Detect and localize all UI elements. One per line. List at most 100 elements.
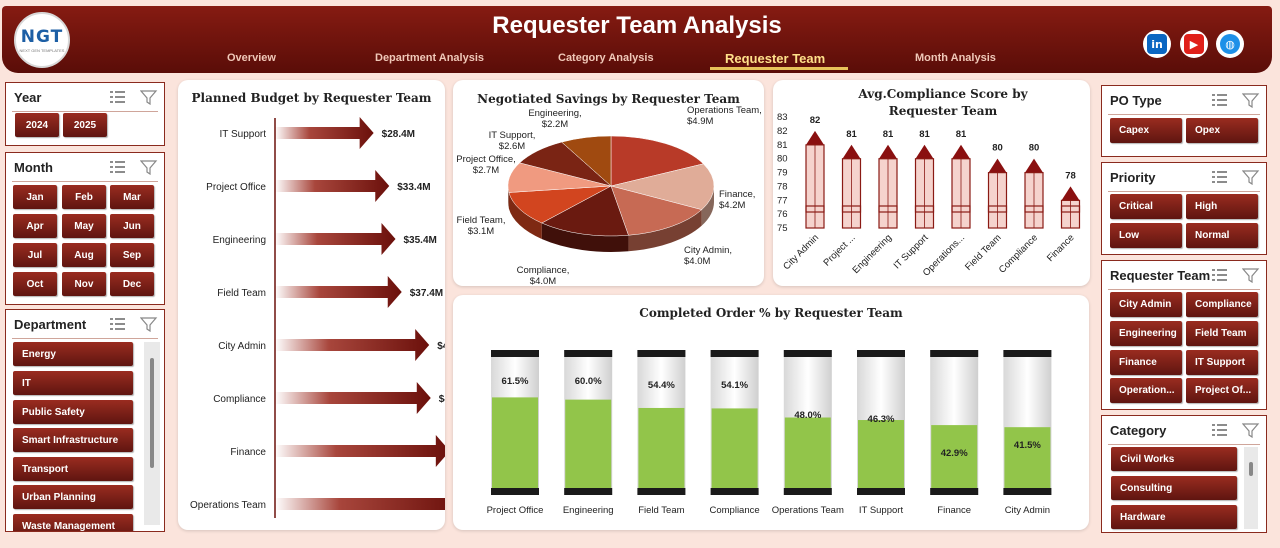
slicer-item[interactable]: Mar — [110, 185, 154, 209]
slicer-item[interactable]: Engineering — [1110, 321, 1182, 346]
slicer-item[interactable]: 2024 — [15, 113, 59, 137]
slicer-item[interactable]: Consulting — [1111, 476, 1237, 500]
globe-button[interactable]: ◍ — [1216, 30, 1244, 58]
slicer-scrollbar[interactable] — [1244, 447, 1258, 529]
multi-select-icon[interactable] — [1210, 92, 1228, 108]
nav-requester-team[interactable]: Requester Team — [725, 51, 826, 66]
slicer-item[interactable]: High — [1186, 194, 1258, 219]
multi-select-icon[interactable] — [108, 89, 126, 105]
nav-department-analysis[interactable]: Department Analysis — [375, 52, 485, 64]
completed-bar — [784, 417, 831, 489]
multi-select-icon[interactable] — [108, 159, 126, 175]
slicer-item[interactable]: Compliance — [1186, 292, 1258, 317]
multi-select-icon[interactable] — [1210, 169, 1228, 185]
budget-data-label: $33.4M — [397, 182, 430, 193]
pie-label-line: Compliance, — [517, 265, 570, 276]
pie-slice-side — [541, 223, 629, 252]
slicer-item[interactable]: Energy — [13, 342, 133, 366]
budget-category-label: Project Office — [206, 182, 266, 193]
slicer-item[interactable]: Jan — [13, 185, 57, 209]
compliance-ytick: 79 — [777, 168, 788, 179]
multi-select-icon[interactable] — [1210, 422, 1228, 438]
chart-title: Negotiated Savings by Requester Team — [477, 92, 740, 106]
chart-title: Completed Order % by Requester Team — [639, 306, 903, 320]
slicer-item[interactable]: Sep — [110, 243, 154, 267]
battery-cap-bottom — [1003, 488, 1052, 495]
linkedin-button[interactable]: in — [1143, 30, 1171, 58]
slicer-divider — [1108, 444, 1260, 445]
pie-data-label: City Admin, $4.0M — [684, 245, 732, 267]
slicer-item[interactable]: Opex — [1186, 118, 1258, 143]
scrollbar-thumb[interactable] — [150, 358, 154, 468]
slicer-item[interactable]: Feb — [62, 185, 106, 209]
slicer-item[interactable]: Field Team — [1186, 321, 1258, 346]
slicer-item[interactable]: Waste Management — [13, 514, 133, 531]
compliance-category-label: Engineering — [850, 232, 894, 276]
slicer-item[interactable]: Capex — [1110, 118, 1182, 143]
budget-data-label: $46.2M — [437, 341, 445, 352]
slicer-item[interactable]: Smart Infrastructure — [13, 428, 133, 452]
budget-category-label: Field Team — [217, 288, 266, 299]
slicer-item[interactable]: Oct — [13, 272, 57, 296]
completed-data-label: 61.5% — [502, 376, 529, 387]
slicer-item[interactable]: Jun — [110, 214, 154, 238]
slicer-item[interactable]: Public Safety — [13, 400, 133, 424]
clear-filter-icon[interactable] — [140, 89, 158, 105]
slicer-item[interactable]: Finance — [1110, 350, 1182, 375]
clear-filter-icon[interactable] — [1242, 92, 1260, 108]
slicer-item[interactable]: Hardware — [1111, 505, 1237, 529]
nav-category-analysis[interactable]: Category Analysis — [558, 52, 654, 64]
completed-data-label: 54.4% — [648, 380, 675, 391]
clear-filter-icon[interactable] — [1242, 267, 1260, 283]
slicer-item[interactable]: IT Support — [1186, 350, 1258, 375]
multi-select-icon[interactable] — [108, 316, 126, 332]
pie-label-line: City Admin, — [684, 245, 732, 256]
slicer-item[interactable]: Apr — [13, 214, 57, 238]
compliance-category-label: City Admin — [781, 232, 821, 272]
completed-category-label: Project Office — [487, 505, 544, 516]
scrollbar-thumb[interactable] — [1249, 462, 1253, 476]
budget-bar — [275, 276, 402, 308]
slicer-item[interactable]: 2025 — [63, 113, 107, 137]
slicer-item[interactable]: City Admin — [1110, 292, 1182, 317]
clear-filter-icon[interactable] — [1242, 422, 1260, 438]
slicer-item[interactable]: Project Of... — [1186, 378, 1258, 403]
slicer-item[interactable]: Aug — [62, 243, 106, 267]
compliance-score-card: Avg.Compliance Score by Requester Team 7… — [773, 80, 1090, 286]
slicer-item[interactable]: Dec — [110, 272, 154, 296]
slicer-item[interactable]: Transport — [13, 457, 133, 481]
slicer-item[interactable]: Jul — [13, 243, 57, 267]
pie-slice-side — [701, 186, 714, 226]
slicer-divider — [1108, 289, 1260, 290]
completed-data-label: 54.1% — [721, 380, 748, 391]
slicer-title: Requester Team — [1110, 268, 1211, 283]
slicer-priority: Priority Critical High Low Normal — [1101, 162, 1267, 255]
slicer-title: Year — [14, 90, 42, 105]
clear-filter-icon[interactable] — [1242, 169, 1260, 185]
pencil-tip — [915, 144, 934, 159]
completed-category-label: Finance — [937, 505, 971, 516]
slicer-item[interactable]: Normal — [1186, 223, 1258, 248]
slicer-item[interactable]: Critical — [1110, 194, 1182, 219]
clear-filter-icon[interactable] — [140, 159, 158, 175]
slicer-item[interactable]: Nov — [62, 272, 106, 296]
slicer-item[interactable]: Low — [1110, 223, 1182, 248]
negotiated-savings-card: Negotiated Savings by Requester Team Ope… — [453, 80, 764, 286]
slicer-title: Category — [1110, 423, 1167, 438]
multi-select-icon[interactable] — [1210, 267, 1228, 283]
slicer-divider — [12, 111, 158, 112]
slicer-item[interactable]: Civil Works — [1111, 447, 1237, 471]
slicer-item[interactable]: IT — [13, 371, 133, 395]
slicer-item[interactable]: Operation... — [1110, 378, 1182, 403]
nav-month-analysis[interactable]: Month Analysis — [915, 52, 996, 64]
clear-filter-icon[interactable] — [140, 316, 158, 332]
slicer-item[interactable]: May — [62, 214, 106, 238]
pencil-band — [987, 205, 1008, 213]
nav-overview[interactable]: Overview — [227, 52, 276, 64]
battery-cap-bottom — [491, 488, 539, 495]
pencil-tip — [806, 130, 824, 145]
youtube-button[interactable]: ▶ — [1180, 30, 1208, 58]
slicer-item[interactable]: Urban Planning — [13, 485, 133, 509]
compliance-ytick: 82 — [777, 126, 788, 137]
pencil-tip — [988, 158, 1007, 173]
